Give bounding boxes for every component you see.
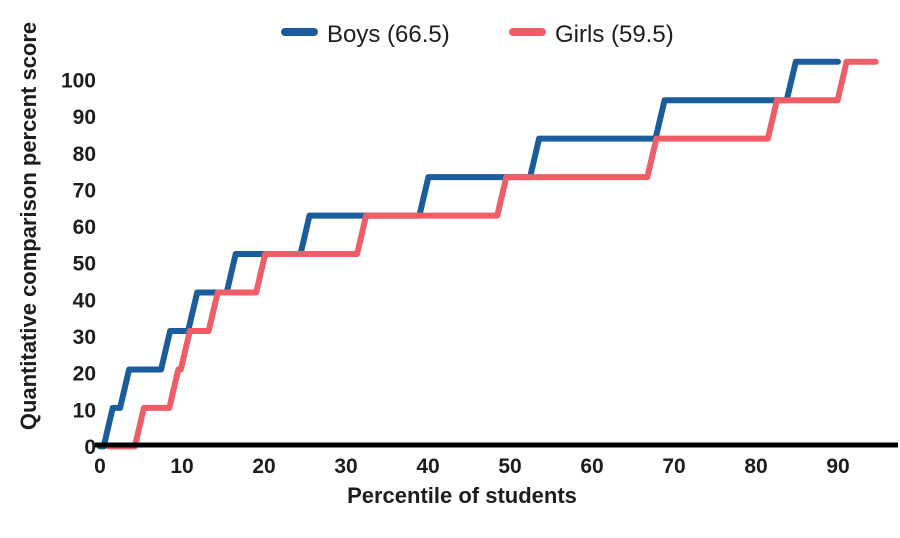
legend: Boys (66.5) Girls (59.5): [281, 21, 674, 48]
y-tick-label: 10: [73, 399, 96, 422]
x-tick-label: 20: [252, 455, 275, 478]
legend-girls-swatch: [509, 28, 546, 36]
series-lines: [97, 58, 879, 450]
x-tick-label: 0: [94, 455, 106, 478]
y-tick-label: 50: [73, 253, 96, 276]
boys-line: [97, 58, 841, 450]
girls-line: [105, 58, 879, 450]
y-tick-label: 60: [73, 216, 96, 239]
x-tick-label: 30: [334, 455, 357, 478]
legend-boys-swatch: [281, 28, 318, 36]
x-tick-label: 40: [416, 455, 439, 478]
x-tick-label: 60: [580, 455, 603, 478]
y-tick-label: 90: [73, 106, 96, 129]
x-axis-title: Percentile of students: [347, 483, 577, 508]
x-tick-label: 70: [662, 455, 685, 478]
x-tick-label: 50: [498, 455, 521, 478]
y-tick-label: 0: [84, 436, 96, 459]
x-tick-labels: 0 10 20 30 40 50 60 70 80 90: [94, 455, 850, 478]
x-tick-label: 80: [744, 455, 767, 478]
y-tick-label: 100: [61, 70, 96, 93]
y-tick-label: 20: [73, 363, 96, 386]
y-tick-label: 70: [73, 179, 96, 202]
y-axis-title: Quantitative comparison percent score: [16, 22, 41, 430]
y-tick-labels: 0 10 20 30 40 50 60 70 80 90 100: [61, 70, 96, 459]
legend-boys-label: Boys (66.5): [327, 21, 450, 48]
y-tick-label: 80: [73, 143, 96, 166]
y-tick-label: 30: [73, 326, 96, 349]
legend-girls-label: Girls (59.5): [555, 21, 674, 48]
x-tick-label: 90: [826, 455, 849, 478]
x-tick-label: 10: [170, 455, 193, 478]
y-tick-label: 40: [73, 289, 96, 312]
